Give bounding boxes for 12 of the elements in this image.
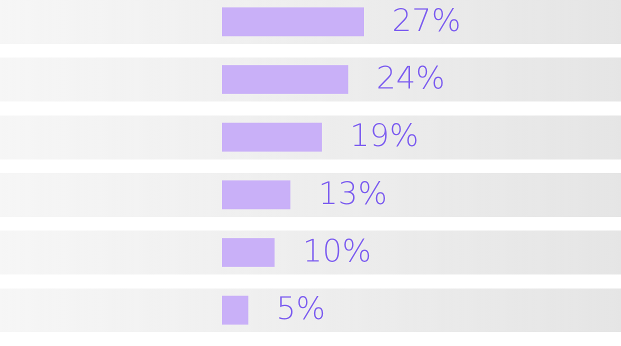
bar bbox=[222, 7, 364, 36]
data-label: 27% bbox=[392, 2, 461, 39]
bar bbox=[222, 122, 322, 152]
bar bbox=[222, 180, 290, 210]
data-label: 13% bbox=[318, 176, 388, 212]
bar bbox=[222, 238, 275, 267]
data-label: 24% bbox=[376, 60, 446, 96]
data-label: 5% bbox=[276, 291, 326, 328]
bar bbox=[222, 296, 248, 325]
bar bbox=[222, 65, 348, 94]
data-label: 10% bbox=[302, 234, 372, 270]
data-label: 19% bbox=[350, 118, 419, 154]
